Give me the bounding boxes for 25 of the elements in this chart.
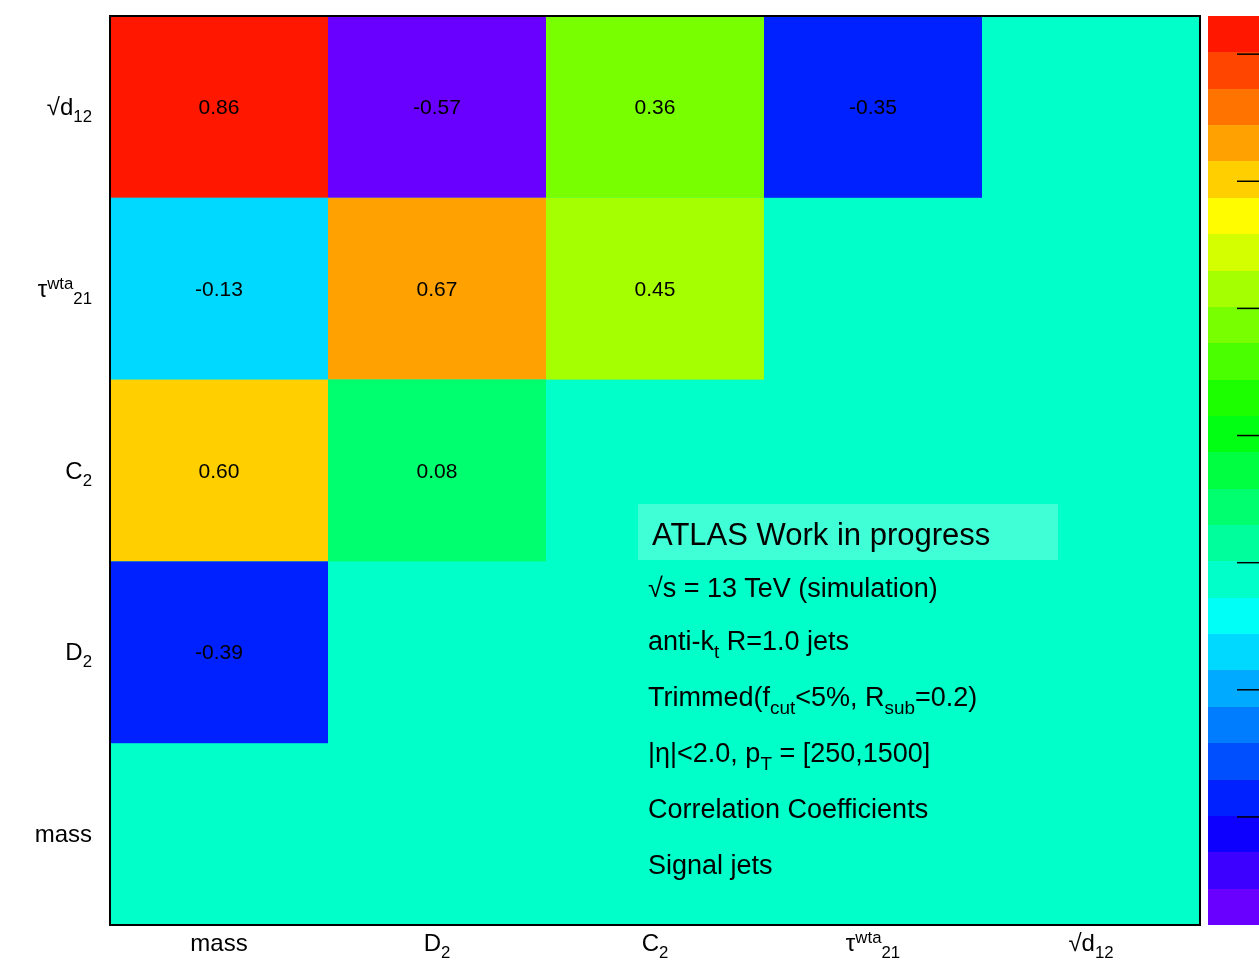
x-tick-label: D$_{2}$ — [423, 929, 451, 962]
data-label: 0.67 — [416, 276, 458, 300]
annotation: √s = 13 TeV (simulation) — [648, 573, 938, 603]
data-label: 0.45 — [634, 276, 676, 300]
x-tick-label: √d$_{12}$ — [1068, 929, 1114, 962]
annotation: |η|<2.0, p$_{T}$ = [250,1500] — [648, 738, 931, 774]
data-label: -0.35 — [849, 94, 897, 118]
data-label: 0.60 — [198, 458, 240, 482]
data-label: -0.13 — [195, 276, 243, 300]
annotation: Signal jets — [648, 850, 773, 880]
annotation: ATLAS Work in progress — [652, 517, 991, 552]
data-label: 0.08 — [416, 458, 458, 482]
annotation: Trimmed(f$_{cut}$<5%, R$_{sub}$=0.2) — [648, 682, 978, 718]
annotation: anti-k$_{t}$ R=1.0 jets — [648, 626, 850, 662]
y-tick-label: √d$_{12}$ — [46, 92, 92, 126]
x-tick-label: mass — [190, 929, 248, 956]
data-label: -0.57 — [413, 94, 461, 118]
x-tick-label: C$_{2}$ — [641, 929, 669, 962]
y-tick-label: D$_{2}$ — [65, 638, 92, 672]
y-tick-label: C$_{2}$ — [65, 456, 92, 490]
y-tick-label: mass — [34, 820, 92, 848]
data-label: 0.36 — [634, 94, 676, 118]
data-label: 0.86 — [198, 94, 240, 118]
data-label: -0.39 — [195, 640, 243, 664]
annotation: Correlation Coefficients — [648, 794, 929, 824]
